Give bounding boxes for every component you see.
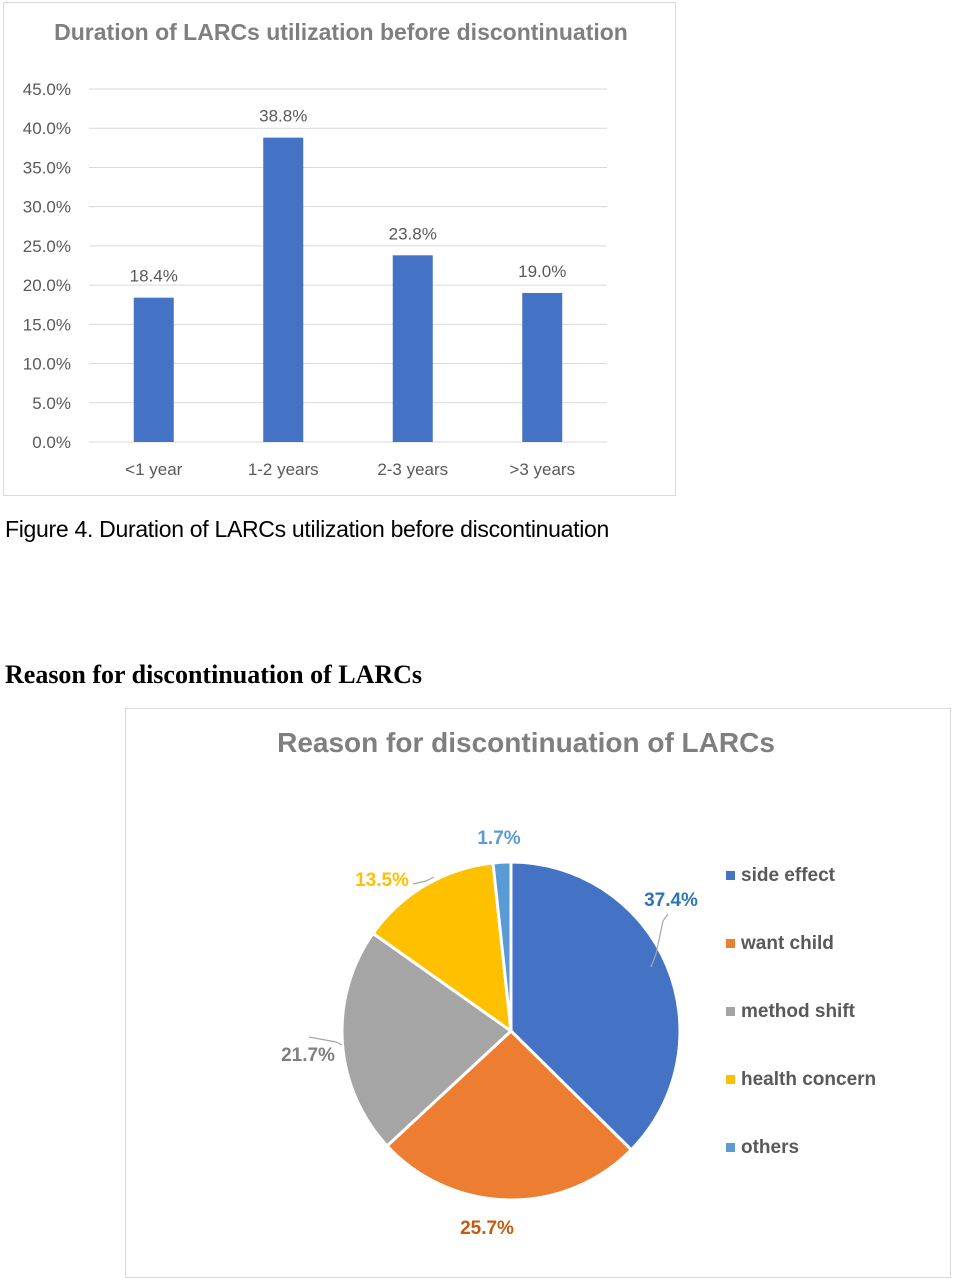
- bar-data-label: 23.8%: [389, 224, 437, 243]
- legend-swatch: [726, 1007, 735, 1016]
- pie-data-label: 37.4%: [644, 890, 698, 911]
- legend-swatch: [726, 871, 735, 880]
- pie-data-label: 1.7%: [477, 828, 520, 849]
- pie-slice: [509, 860, 682, 1152]
- legend-label: others: [741, 1137, 799, 1158]
- y-tick-label: 35.0%: [23, 158, 71, 177]
- figure-caption: Figure 4. Duration of LARCs utilization …: [5, 516, 610, 542]
- bar-chart: Duration of LARCs utilization before dis…: [23, 19, 628, 479]
- legend-swatch: [726, 1143, 735, 1152]
- bar-data-label: 18.4%: [130, 267, 178, 286]
- y-tick-label: 5.0%: [32, 394, 71, 413]
- y-tick-label: 10.0%: [23, 355, 71, 374]
- pie-data-label: 21.7%: [281, 1045, 335, 1066]
- pie-slice: [384, 1028, 634, 1202]
- bar-chart-title: Duration of LARCs utilization before dis…: [54, 19, 628, 45]
- y-tick-label: 20.0%: [23, 276, 71, 295]
- section-heading: Reason for discontinuation of LARCs: [5, 660, 423, 689]
- legend-swatch: [726, 1075, 735, 1084]
- pie-data-label: 25.7%: [460, 1218, 514, 1239]
- bar-data-label: 19.0%: [518, 262, 566, 281]
- legend-label: want child: [740, 933, 834, 954]
- bar-chart-panel: Duration of LARCs utilization before dis…: [3, 2, 676, 496]
- pie-data-label: 13.5%: [355, 870, 409, 891]
- pie-chart-panel: Reason for discontinuation of LARCs 37.4…: [125, 708, 951, 1278]
- leader-line: [308, 1036, 343, 1046]
- bar: [522, 292, 563, 442]
- pie-chart: Reason for discontinuation of LARCs 37.4…: [277, 727, 876, 1239]
- x-tick-label: 2-3 years: [377, 460, 448, 479]
- pie-slice: [340, 931, 514, 1149]
- y-tick-label: 25.0%: [23, 237, 71, 256]
- bar: [263, 137, 304, 442]
- bar: [133, 297, 174, 442]
- y-tick-label: 30.0%: [23, 198, 71, 217]
- leader-line: [650, 913, 669, 968]
- legend-swatch: [726, 939, 735, 948]
- pie-chart-title: Reason for discontinuation of LARCs: [277, 727, 775, 758]
- leader-line: [412, 876, 435, 885]
- x-tick-label: 1-2 years: [248, 460, 319, 479]
- x-tick-label: <1 year: [125, 460, 183, 479]
- y-tick-label: 15.0%: [23, 315, 71, 334]
- y-tick-label: 45.0%: [23, 80, 71, 99]
- bar-data-label: 38.8%: [259, 107, 307, 126]
- pie-slice: [491, 860, 513, 1032]
- pie-slice: [370, 861, 513, 1035]
- x-tick-label: >3 years: [509, 460, 575, 479]
- bar: [392, 255, 433, 442]
- y-tick-label: 0.0%: [32, 433, 71, 452]
- legend-label: side effect: [741, 865, 836, 886]
- legend-label: method shift: [741, 1001, 856, 1022]
- legend-label: health concern: [741, 1069, 876, 1090]
- y-tick-label: 40.0%: [23, 119, 71, 138]
